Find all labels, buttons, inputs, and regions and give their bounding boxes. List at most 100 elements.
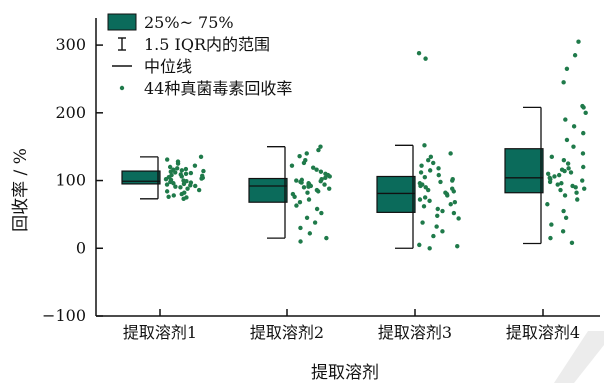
- data-point: [582, 186, 587, 191]
- data-point: [298, 225, 303, 231]
- legend-label: 1.5 IQR内的范围: [144, 35, 270, 54]
- legend-item: 25%~ 75%: [107, 13, 234, 32]
- data-point: [314, 187, 320, 193]
- data-point: [316, 147, 321, 153]
- data-point: [305, 190, 310, 195]
- data-point: [559, 167, 565, 172]
- data-point: [201, 168, 206, 174]
- data-point: [416, 51, 422, 56]
- data-point: [179, 168, 185, 173]
- box-iqr: [504, 148, 544, 194]
- data-point: [418, 170, 424, 175]
- data-point: [198, 154, 204, 160]
- data-point: [558, 187, 563, 193]
- data-point: [171, 167, 176, 172]
- data-point: [290, 191, 296, 197]
- box-group: [376, 144, 416, 249]
- data-point: [175, 159, 181, 164]
- data-point: [451, 210, 457, 216]
- data-point: [545, 171, 551, 176]
- data-point: [581, 130, 586, 136]
- data-point: [545, 202, 550, 207]
- data-point: [303, 158, 308, 163]
- data-point: [166, 194, 171, 199]
- data-point: [318, 144, 323, 149]
- data-point: [182, 190, 187, 195]
- data-point: [323, 171, 328, 176]
- data-point: [178, 172, 183, 177]
- data-point: [169, 172, 174, 178]
- data-point: [580, 151, 586, 156]
- data-point: [438, 179, 443, 185]
- data-point: [564, 66, 570, 71]
- data-point: [566, 166, 571, 171]
- data-point: [568, 170, 574, 175]
- y-tick-label: 100: [55, 171, 86, 190]
- data-point: [443, 190, 448, 195]
- data-point: [572, 53, 578, 58]
- data-point: [440, 229, 445, 234]
- box-group: [248, 146, 288, 239]
- data-point: [312, 220, 318, 225]
- data-point: [555, 182, 560, 187]
- box-group: [504, 106, 544, 245]
- data-point: [576, 39, 581, 44]
- watermark-shape: [554, 331, 604, 383]
- data-point: [314, 167, 319, 172]
- data-point: [434, 224, 439, 229]
- legend-label: 44种真菌毒素回收率: [144, 79, 292, 98]
- data-point: [440, 208, 445, 214]
- data-point: [192, 163, 198, 168]
- data-point: [183, 166, 189, 172]
- box-group: [121, 156, 161, 200]
- data-point: [563, 117, 568, 122]
- data-point: [426, 158, 431, 163]
- data-point: [420, 220, 425, 225]
- x-axis-title: 提取溶剂: [311, 363, 379, 383]
- y-tick-label: 0: [76, 238, 86, 257]
- data-point: [188, 170, 194, 176]
- data-point: [421, 204, 427, 209]
- x-tick-label: 提取溶剂3: [378, 323, 452, 342]
- data-point: [565, 161, 571, 166]
- data-point: [322, 182, 327, 187]
- data-point: [167, 164, 173, 170]
- data-point: [561, 158, 567, 163]
- data-point: [561, 80, 566, 85]
- data-point: [306, 197, 312, 202]
- data-point: [164, 157, 170, 162]
- data-point: [304, 215, 310, 220]
- data-point: [306, 181, 311, 186]
- data-point: [452, 200, 458, 205]
- data-point: [575, 197, 580, 202]
- data-point: [301, 185, 307, 190]
- x-tick-label: 提取溶剂2: [250, 323, 324, 342]
- plot-area: −100 0 100 200 300 提取溶剂1 提取溶剂2 提取溶剂3 提取溶剂4: [42, 18, 600, 342]
- data-point: [561, 208, 566, 214]
- data-point: [548, 235, 553, 241]
- data-point: [289, 163, 295, 168]
- x-tick-label: 提取溶剂4: [506, 323, 580, 342]
- data-point: [571, 144, 576, 149]
- data-point: [559, 181, 564, 186]
- data-point: [297, 153, 302, 159]
- data-point: [200, 173, 205, 179]
- data-point: [173, 184, 178, 189]
- data-point: [298, 239, 303, 244]
- x-tick-label: 提取溶剂1: [123, 323, 197, 342]
- data-point: [549, 154, 555, 160]
- legend-label: 中位线: [144, 57, 192, 76]
- data-point: [562, 193, 568, 198]
- data-point: [427, 168, 433, 173]
- y-axis-title: 回收率 / %: [11, 148, 31, 232]
- data-point: [164, 182, 170, 187]
- data-point: [310, 165, 316, 170]
- data-point: [299, 177, 305, 183]
- data-point: [436, 166, 441, 171]
- data-point: [196, 187, 202, 193]
- data-point: [419, 163, 424, 168]
- data-point: [574, 190, 579, 195]
- data-point: [304, 151, 309, 156]
- data-point: [171, 193, 176, 198]
